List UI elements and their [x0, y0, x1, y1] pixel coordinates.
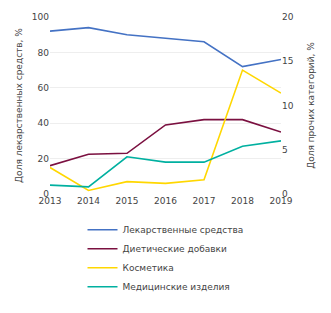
svg-text:2019: 2019 — [270, 196, 293, 206]
svg-text:100: 100 — [32, 12, 49, 22]
svg-text:20: 20 — [38, 154, 50, 164]
svg-text:2016: 2016 — [154, 196, 177, 206]
svg-text:2017: 2017 — [193, 196, 216, 206]
svg-text:15: 15 — [282, 56, 293, 66]
svg-text:20: 20 — [282, 12, 294, 22]
svg-text:0: 0 — [282, 189, 288, 199]
svg-text:Лекарственные средства: Лекарственные средства — [123, 225, 244, 235]
svg-text:Доля лекарственных средств, %: Доля лекарственных средств, % — [14, 28, 24, 183]
svg-text:60: 60 — [38, 83, 50, 93]
svg-text:2013: 2013 — [39, 196, 62, 206]
svg-text:10: 10 — [282, 101, 294, 111]
svg-text:2014: 2014 — [77, 196, 100, 206]
svg-text:2015: 2015 — [116, 196, 139, 206]
svg-text:Косметика: Косметика — [123, 263, 174, 273]
svg-text:Медицинские изделия: Медицинские изделия — [123, 282, 230, 292]
svg-text:5: 5 — [282, 145, 288, 155]
svg-text:Доля прочих категорий, %: Доля прочих категорий, % — [306, 42, 316, 169]
svg-text:40: 40 — [38, 118, 50, 128]
svg-text:80: 80 — [38, 48, 50, 58]
svg-text:0: 0 — [43, 189, 49, 199]
svg-text:Диетические добавки: Диетические добавки — [123, 244, 228, 254]
svg-text:2018: 2018 — [231, 196, 254, 206]
